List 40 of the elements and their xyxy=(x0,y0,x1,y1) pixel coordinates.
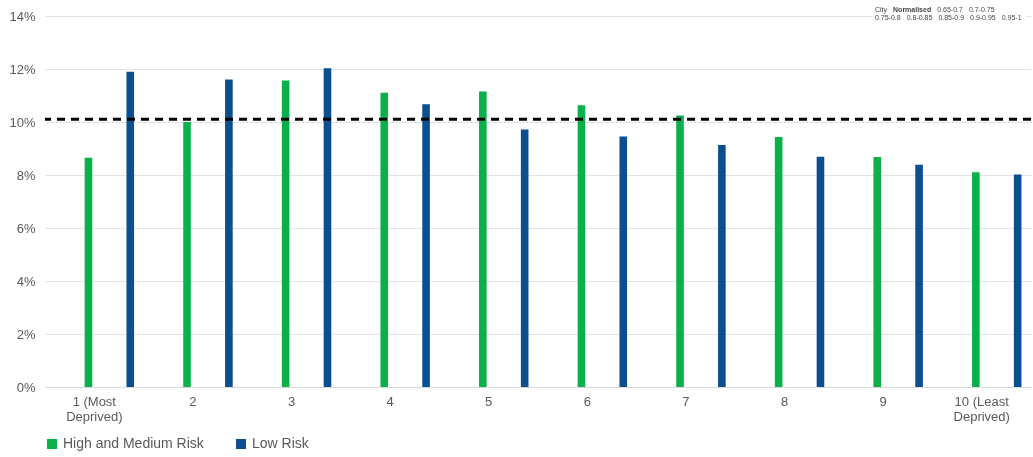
bar xyxy=(774,137,783,387)
x-tick-label: 6 xyxy=(583,393,591,409)
y-tick-label: 0% xyxy=(16,379,36,395)
x-tick-label: 5 xyxy=(485,393,493,409)
bar xyxy=(225,79,233,387)
y-tick-label: 2% xyxy=(16,326,36,342)
bar xyxy=(676,115,684,387)
bar xyxy=(126,71,135,387)
bar xyxy=(972,172,980,387)
y-tick-label: 10% xyxy=(9,114,36,130)
bar xyxy=(718,145,726,387)
x-tick-label: 10 (Least Deprived) xyxy=(953,393,1010,424)
x-tick-label: 3 xyxy=(287,393,296,409)
x-tick-label: 9 xyxy=(879,393,887,409)
y-tick-label: 6% xyxy=(16,220,36,236)
y-tick-label: 12% xyxy=(9,61,36,77)
x-tick-label: 4 xyxy=(386,393,394,409)
bar xyxy=(84,157,93,387)
bar xyxy=(915,164,923,387)
bar xyxy=(1013,174,1022,387)
y-tick-label: 4% xyxy=(16,273,36,289)
bar xyxy=(619,136,628,387)
legend-label: Low Risk xyxy=(252,435,310,451)
bar xyxy=(520,129,529,387)
bar xyxy=(380,92,389,387)
x-tick-label: 2 xyxy=(189,393,197,409)
bar xyxy=(183,122,191,387)
bar xyxy=(577,105,586,387)
x-tick-label: 1 (Most Deprived) xyxy=(66,393,123,424)
bar xyxy=(281,80,290,387)
bar xyxy=(422,104,430,387)
x-tick-label: 7 xyxy=(682,393,690,409)
bar xyxy=(873,156,882,387)
y-tick-label: 14% xyxy=(9,8,36,24)
x-tick-label: 8 xyxy=(780,393,789,409)
legend-label: High and Medium Risk xyxy=(63,435,205,451)
bar xyxy=(479,91,487,387)
bar xyxy=(816,156,825,387)
bar xyxy=(323,68,332,387)
y-tick-label: 8% xyxy=(16,167,36,183)
